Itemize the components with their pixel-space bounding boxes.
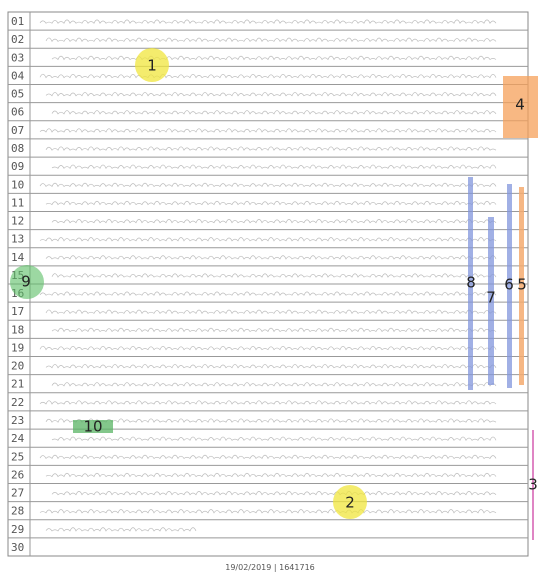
- line-number: 09: [11, 160, 24, 173]
- line-number: 19: [11, 341, 24, 354]
- annotation-label: 9: [21, 273, 31, 291]
- annotation-label: 3: [528, 476, 538, 494]
- line-number: 29: [11, 523, 24, 536]
- line-number: 10: [11, 178, 24, 191]
- line-number: 24: [11, 432, 25, 445]
- line-number: 01: [11, 15, 24, 28]
- line-number: 25: [11, 450, 24, 463]
- line-number: 05: [11, 88, 24, 101]
- line-number: 23: [11, 414, 24, 427]
- essay-sheet: 0102030405060708091011121314151617181920…: [0, 0, 539, 577]
- line-number: 11: [11, 196, 24, 209]
- line-number: 28: [11, 505, 24, 518]
- annotation-label: 8: [466, 274, 476, 292]
- annotation-label: 5: [517, 276, 527, 294]
- line-number: 26: [11, 468, 24, 481]
- line-number: 14: [11, 251, 25, 264]
- line-number: 20: [11, 360, 24, 373]
- line-number: 06: [11, 106, 24, 119]
- annotation-label: 6: [504, 276, 514, 294]
- line-number: 02: [11, 33, 24, 46]
- annotation-label: 10: [83, 418, 102, 436]
- annotation-label: 7: [486, 289, 496, 307]
- line-number: 07: [11, 124, 24, 137]
- line-number: 04: [11, 69, 25, 82]
- line-number: 27: [11, 487, 24, 500]
- footer: 19/02/2019 | 1641716: [225, 563, 315, 572]
- annotation-label: 2: [345, 494, 355, 512]
- line-number: 18: [11, 323, 24, 336]
- line-number: 12: [11, 215, 24, 228]
- page: 0102030405060708091011121314151617181920…: [0, 0, 539, 577]
- line-number: 17: [11, 305, 24, 318]
- line-number: 03: [11, 51, 24, 64]
- annotation-label: 1: [147, 57, 157, 75]
- line-number: 30: [11, 541, 24, 554]
- line-number: 21: [11, 378, 24, 391]
- annotation-label: 4: [515, 96, 525, 114]
- line-number: 13: [11, 233, 24, 246]
- line-number: 08: [11, 142, 24, 155]
- line-number: 22: [11, 396, 24, 409]
